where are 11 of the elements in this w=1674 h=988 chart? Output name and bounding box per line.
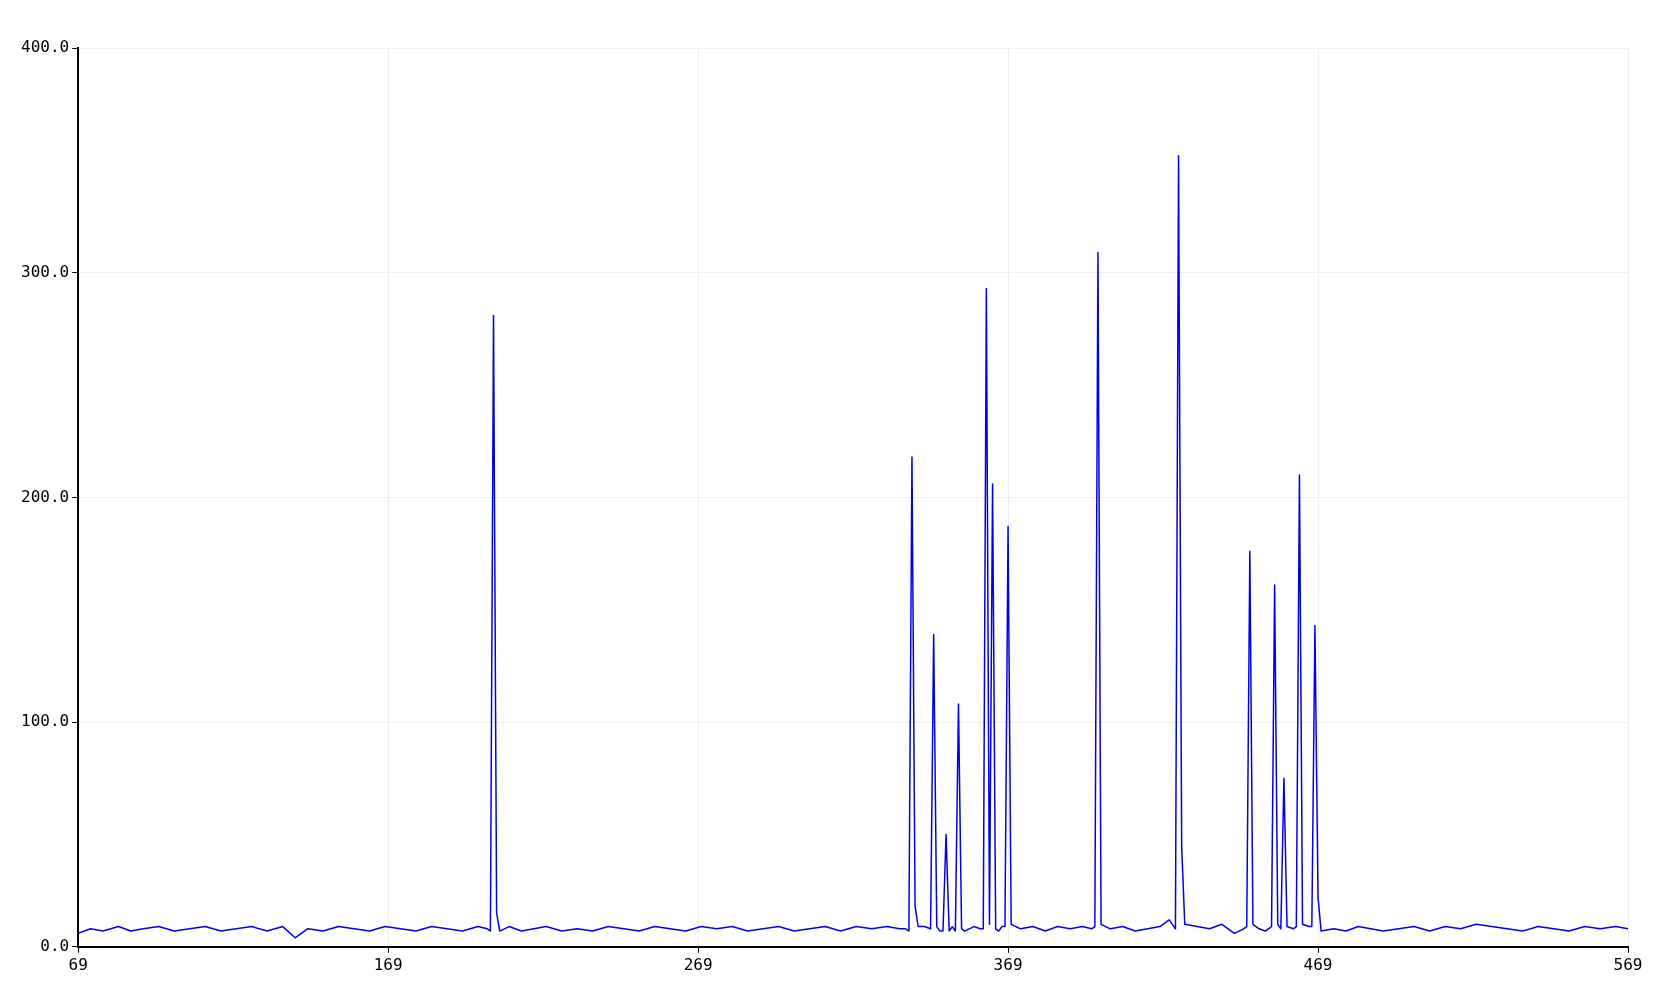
x-tick-label: 369 <box>993 954 1023 974</box>
x-tick-label: 469 <box>1303 954 1333 974</box>
y-tick-label: 400.0 <box>20 37 70 57</box>
x-tick-label: 69 <box>68 954 88 974</box>
x-tick-label: 169 <box>373 954 403 974</box>
y-tick-label: 200.0 <box>20 486 70 506</box>
y-tick-label: 100.0 <box>20 711 70 731</box>
x-tick-label: 269 <box>683 954 713 974</box>
y-tick-label: 0.0 <box>40 935 70 955</box>
y-tick-label: 300.0 <box>20 261 70 281</box>
x-tick-label: 569 <box>1613 954 1643 974</box>
